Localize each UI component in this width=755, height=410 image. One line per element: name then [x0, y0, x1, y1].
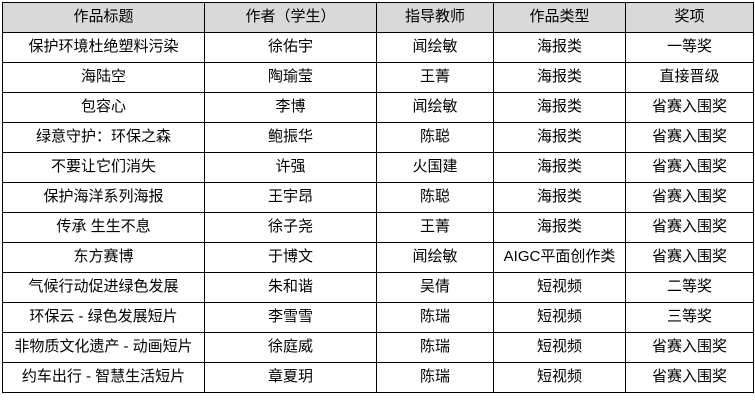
- column-header: 作者（学生）: [204, 2, 377, 33]
- table-row: 海陆空 陶瑜莹 王菁 海报类 直接晋级: [2, 62, 754, 93]
- awards-table: 作品标题 作者（学生） 指导教师 作品类型 奖项 保护环境杜绝塑料污染 徐佑宇 闻绘敏 海报类…: [2, 2, 754, 393]
- table-row: 保护海洋系列海报 王宇昂 陈聪 海报类 省赛入围奖: [2, 182, 754, 213]
- table-cell: 二等奖: [625, 272, 754, 303]
- table-cell: 章夏玥: [204, 362, 377, 393]
- table-cell: 非物质文化遗产 - 动画短片: [2, 332, 205, 363]
- table-cell: 陶瑜莹: [204, 62, 377, 93]
- table-cell: 保护海洋系列海报: [2, 182, 205, 213]
- table-cell: 陈瑞: [376, 332, 494, 363]
- table-body: 保护环境杜绝塑料污染 徐佑宇 闻绘敏 海报类 一等奖 海陆空 陶瑜莹 王菁 海报类 直接晋级 包容心…: [2, 32, 754, 393]
- table-cell: 王菁: [376, 62, 494, 93]
- table-cell: 王宇昂: [204, 182, 377, 213]
- table-cell: 火国建: [376, 152, 494, 183]
- table-cell: 海报类: [493, 92, 626, 123]
- table-cell: 省赛入围奖: [625, 92, 754, 123]
- table-cell: 气候行动促进绿色发展: [2, 272, 205, 303]
- table-cell: 海报类: [493, 212, 626, 243]
- table-cell: 短视频: [493, 272, 626, 303]
- table-cell: 闻绘敏: [376, 92, 494, 123]
- table-cell: 徐庭威: [204, 332, 377, 363]
- table-cell: 闻绘敏: [376, 32, 494, 63]
- table-cell: 许强: [204, 152, 377, 183]
- table-cell: 省赛入围奖: [625, 362, 754, 393]
- table-row: 非物质文化遗产 - 动画短片 徐庭威 陈瑞 短视频 省赛入围奖: [2, 332, 754, 363]
- table-cell: 东方赛博: [2, 242, 205, 273]
- table-cell: 三等奖: [625, 302, 754, 333]
- table-cell: 海报类: [493, 182, 626, 213]
- table-cell: 陈聪: [376, 182, 494, 213]
- table-cell: 徐佑宇: [204, 32, 377, 63]
- table-cell: 省赛入围奖: [625, 152, 754, 183]
- table-cell: 海报类: [493, 152, 626, 183]
- table-cell: 朱和谐: [204, 272, 377, 303]
- table-cell: 环保云 - 绿色发展短片: [2, 302, 205, 333]
- table-cell: 直接晋级: [625, 62, 754, 93]
- table-row: 约车出行 - 智慧生活短片 章夏玥 陈瑞 短视频 省赛入围奖: [2, 362, 754, 393]
- table-cell: 省赛入围奖: [625, 212, 754, 243]
- table-cell: 保护环境杜绝塑料污染: [2, 32, 205, 63]
- column-header: 作品标题: [2, 2, 205, 33]
- table-cell: 包容心: [2, 92, 205, 123]
- table-cell: 约车出行 - 智慧生活短片: [2, 362, 205, 393]
- table-cell: 海报类: [493, 122, 626, 153]
- table-header: 作品标题 作者（学生） 指导教师 作品类型 奖项: [2, 2, 754, 33]
- table-cell: 绿意守护：环保之森: [2, 122, 205, 153]
- table-cell: 短视频: [493, 362, 626, 393]
- table-cell: 鲍振华: [204, 122, 377, 153]
- table-cell: 王菁: [376, 212, 494, 243]
- table-cell: 李雪雪: [204, 302, 377, 333]
- table-cell: 徐子尧: [204, 212, 377, 243]
- header-row: 作品标题 作者（学生） 指导教师 作品类型 奖项: [2, 2, 754, 33]
- column-header: 指导教师: [376, 2, 494, 33]
- table-row: 不要让它们消失 许强 火国建 海报类 省赛入围奖: [2, 152, 754, 183]
- table-cell: 吴倩: [376, 272, 494, 303]
- table-cell: 闻绘敏: [376, 242, 494, 273]
- table-row: 气候行动促进绿色发展 朱和谐 吴倩 短视频 二等奖: [2, 272, 754, 303]
- table-cell: 陈聪: [376, 122, 494, 153]
- table-cell: 于博文: [204, 242, 377, 273]
- table-cell: 省赛入围奖: [625, 242, 754, 273]
- table-cell: 短视频: [493, 302, 626, 333]
- table-row: 包容心 李博 闻绘敏 海报类 省赛入围奖: [2, 92, 754, 123]
- table-row: 绿意守护：环保之森 鲍振华 陈聪 海报类 省赛入围奖: [2, 122, 754, 153]
- table-cell: 海报类: [493, 62, 626, 93]
- table-cell: 省赛入围奖: [625, 122, 754, 153]
- table-row: 东方赛博 于博文 闻绘敏 AIGC平面创作类 省赛入围奖: [2, 242, 754, 273]
- table-cell: 海陆空: [2, 62, 205, 93]
- table-row: 环保云 - 绿色发展短片 李雪雪 陈瑞 短视频 三等奖: [2, 302, 754, 333]
- table-cell: 李博: [204, 92, 377, 123]
- column-header: 作品类型: [493, 2, 626, 33]
- table-cell: 陈瑞: [376, 302, 494, 333]
- table-cell: 省赛入围奖: [625, 182, 754, 213]
- table-cell: 不要让它们消失: [2, 152, 205, 183]
- table-cell: AIGC平面创作类: [493, 242, 626, 273]
- table-cell: 短视频: [493, 332, 626, 363]
- table-cell: 海报类: [493, 32, 626, 63]
- table-cell: 一等奖: [625, 32, 754, 63]
- table-cell: 陈瑞: [376, 362, 494, 393]
- table-cell: 省赛入围奖: [625, 332, 754, 363]
- table-row: 保护环境杜绝塑料污染 徐佑宇 闻绘敏 海报类 一等奖: [2, 32, 754, 63]
- table-cell: 传承 生生不息: [2, 212, 205, 243]
- table-row: 传承 生生不息 徐子尧 王菁 海报类 省赛入围奖: [2, 212, 754, 243]
- column-header: 奖项: [625, 2, 754, 33]
